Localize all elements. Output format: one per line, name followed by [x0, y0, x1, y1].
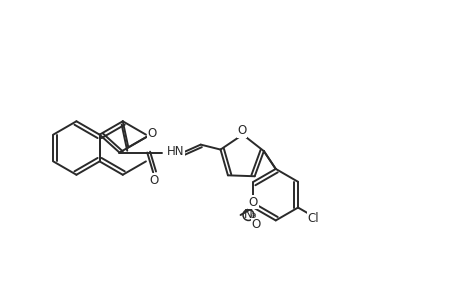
Text: HN: HN: [167, 145, 184, 158]
Text: O: O: [251, 218, 260, 231]
Text: O: O: [236, 124, 246, 137]
Text: Cl: Cl: [307, 212, 319, 225]
Text: N: N: [244, 208, 252, 221]
Text: O: O: [147, 127, 157, 140]
Text: O: O: [149, 174, 158, 187]
Text: Θ: Θ: [250, 213, 256, 219]
Text: O: O: [248, 196, 257, 208]
